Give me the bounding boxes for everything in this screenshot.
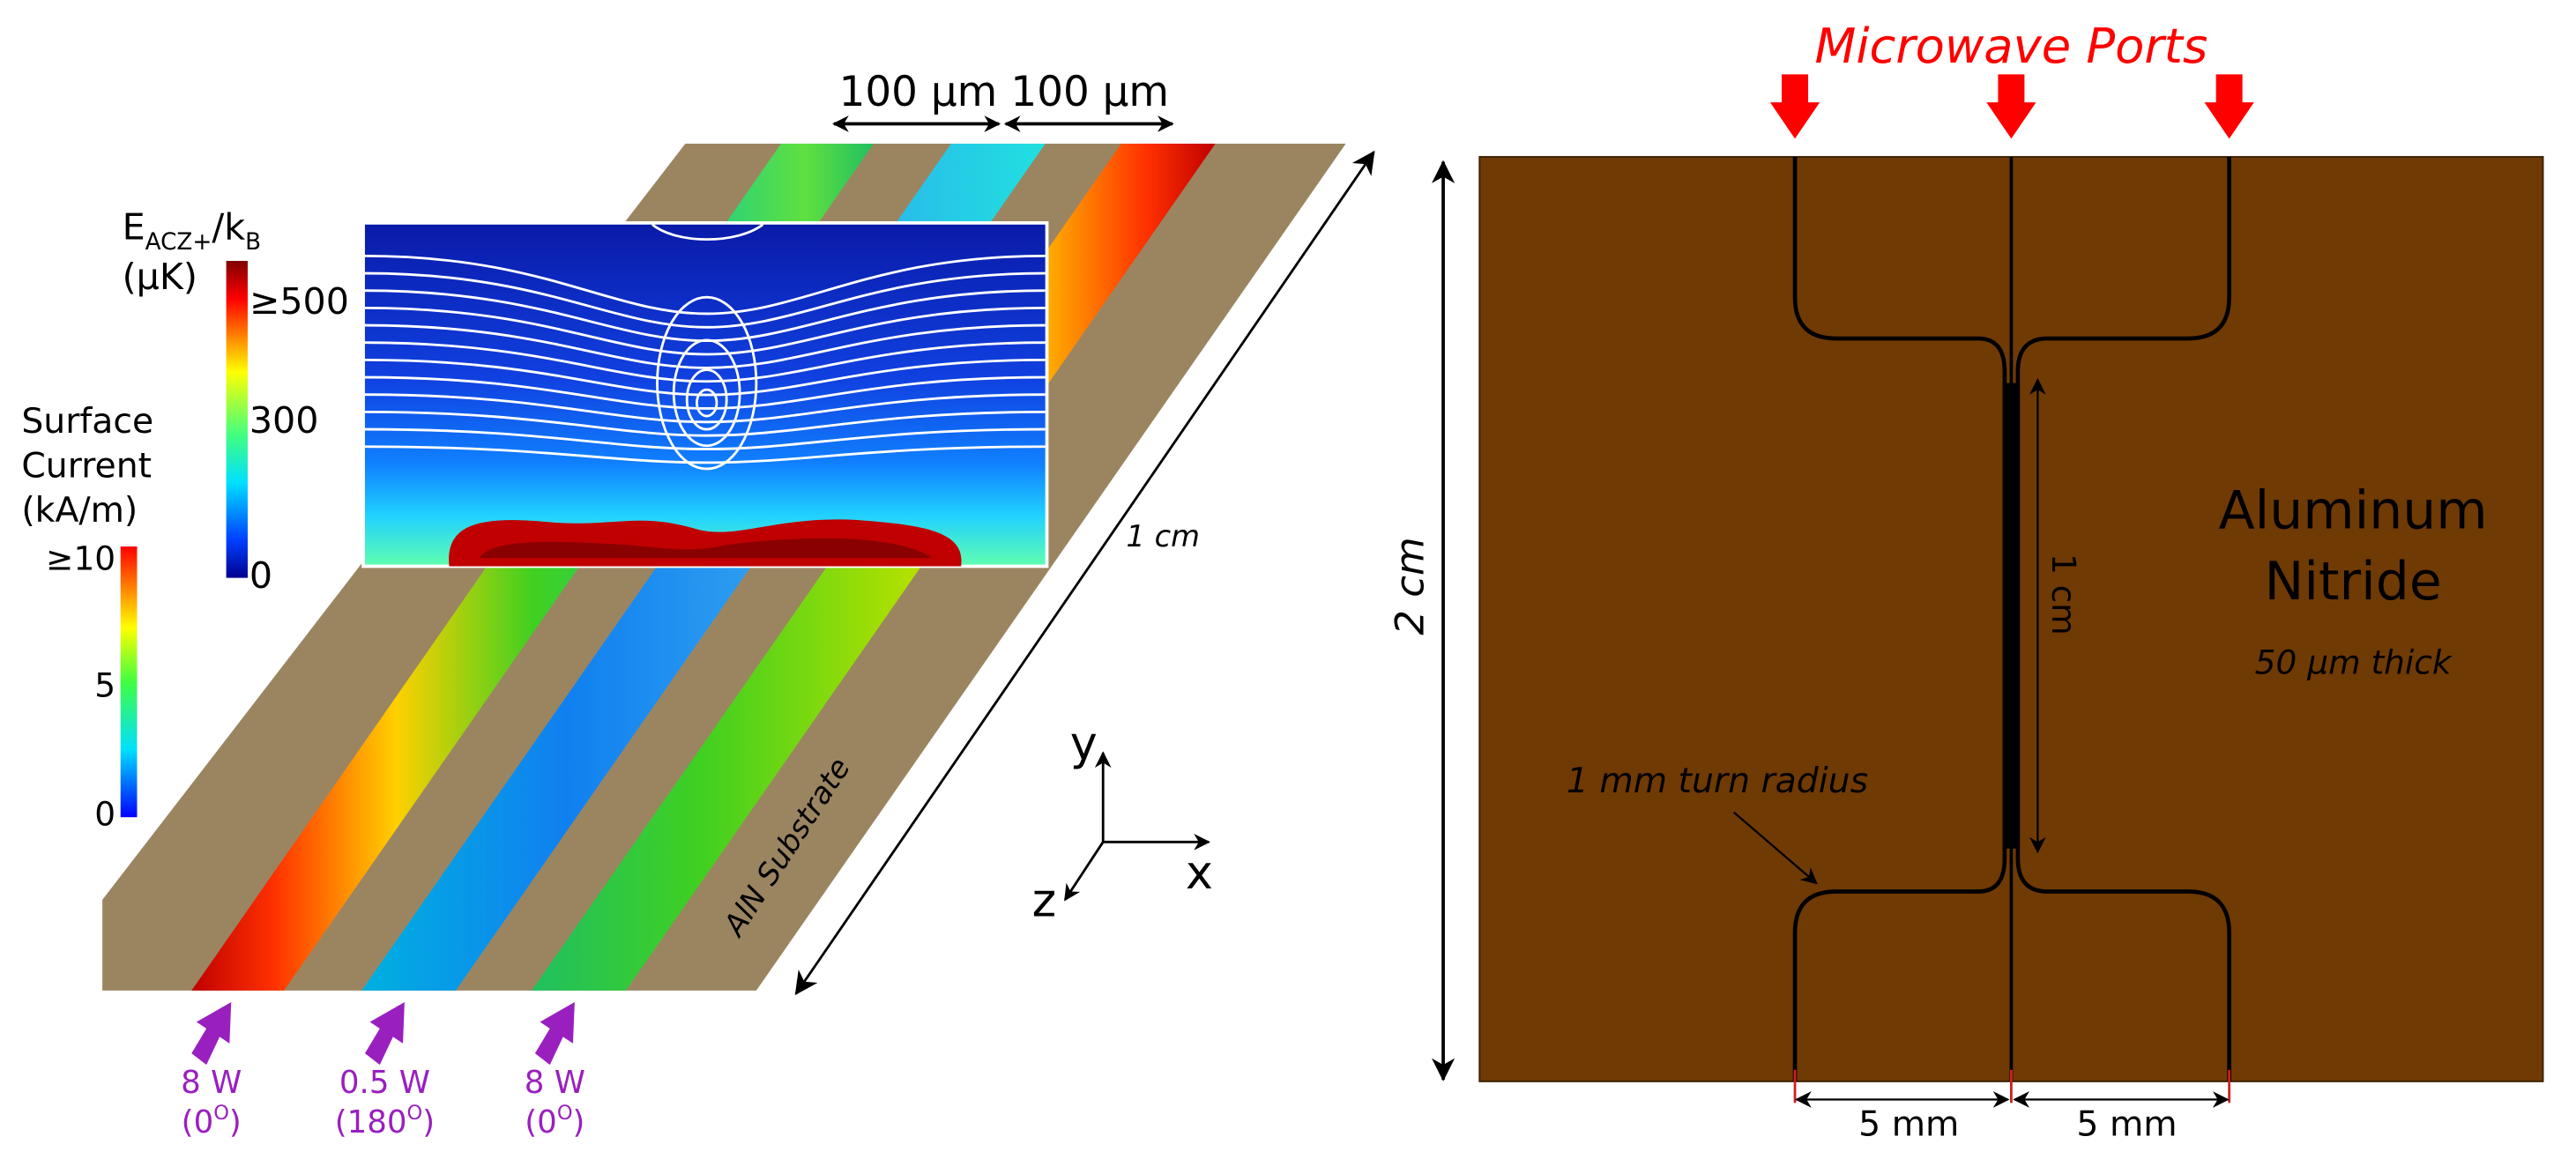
port-arrow bbox=[2204, 74, 2254, 139]
trace-bundle bbox=[2003, 383, 2020, 849]
phase-close: ) bbox=[422, 1104, 435, 1140]
colorbar-tick: 300 bbox=[249, 399, 319, 442]
port-phase: (0O) bbox=[182, 1102, 242, 1140]
pointer-arrow bbox=[1732, 811, 1818, 885]
axis-label: y bbox=[1070, 717, 1098, 771]
colorbar-tick: 5 bbox=[94, 665, 115, 704]
phase-value: (180 bbox=[335, 1104, 407, 1140]
port-arrow bbox=[191, 1002, 232, 1066]
material-label: Aluminum bbox=[2219, 479, 2488, 541]
port-arrow bbox=[1986, 74, 2036, 139]
contour bbox=[696, 388, 718, 418]
port-power: 8 W bbox=[181, 1065, 242, 1101]
phase-superscript: O bbox=[213, 1102, 229, 1125]
port-arrow bbox=[534, 1002, 575, 1066]
colorbar-title: (kA/m) bbox=[21, 490, 138, 531]
spacing-label: 100 µm bbox=[1010, 69, 1169, 116]
title: Microwave Ports bbox=[1815, 19, 2208, 74]
axis-arrow bbox=[1063, 841, 1105, 902]
length-label: 1 cm bbox=[1126, 519, 1200, 553]
phase-value: (0 bbox=[182, 1104, 214, 1140]
spacing-label: 5 mm bbox=[2076, 1104, 2177, 1145]
colorbar-title: Current bbox=[21, 445, 152, 486]
spacing-label: 100 µm bbox=[839, 69, 998, 116]
colorbar-title: Surface bbox=[21, 401, 153, 442]
left-panel: 100 µm 100 µm EACZ+/kB (µK) ≥500 300 0 S… bbox=[21, 69, 1375, 1140]
port-phase: (180O) bbox=[335, 1102, 435, 1140]
dimension-arrow bbox=[794, 150, 1375, 996]
colorbar bbox=[120, 546, 138, 818]
right-panel: Microwave Ports 2 cm 1 cm Aluminum Nitri… bbox=[1387, 19, 2544, 1145]
colorbar-tick: 0 bbox=[94, 795, 115, 834]
symbol: /k bbox=[212, 206, 245, 249]
colorbar-tick: ≥500 bbox=[249, 280, 349, 323]
port-power: 0.5 W bbox=[339, 1065, 430, 1101]
contours bbox=[364, 223, 1046, 471]
axis-label: z bbox=[1032, 874, 1057, 928]
symbol: E bbox=[123, 206, 145, 249]
colorbar-unit: (µK) bbox=[123, 256, 197, 298]
length-label: 1 cm bbox=[2044, 553, 2083, 635]
contour bbox=[656, 295, 758, 471]
port-phase: (0O) bbox=[525, 1102, 584, 1140]
turn-label: 1 mm turn radius bbox=[1567, 761, 1868, 801]
port-power: 8 W bbox=[525, 1065, 585, 1101]
colorbar bbox=[226, 260, 248, 578]
colorbar-tick: ≥10 bbox=[46, 539, 115, 577]
contour bbox=[651, 223, 764, 241]
material-label: Nitride bbox=[2265, 551, 2442, 613]
port-arrow bbox=[1769, 74, 1820, 139]
height-label: 2 cm bbox=[1387, 537, 1433, 635]
spacing-label: 5 mm bbox=[1858, 1104, 1959, 1145]
axis-label: x bbox=[1186, 846, 1213, 900]
thickness-label: 50 µm thick bbox=[2255, 643, 2453, 681]
colorbar-title: EACZ+/kB bbox=[123, 206, 261, 256]
port-arrow bbox=[364, 1002, 405, 1066]
phase-superscript: O bbox=[557, 1102, 573, 1125]
phase-close: ) bbox=[573, 1104, 585, 1140]
phase-close: ) bbox=[229, 1104, 242, 1140]
contour bbox=[685, 368, 728, 431]
subscript: B bbox=[245, 229, 261, 256]
phase-superscript: O bbox=[407, 1102, 423, 1125]
colorbar-tick: 0 bbox=[249, 554, 272, 597]
phase-value: (0 bbox=[525, 1104, 557, 1140]
contour bbox=[672, 338, 741, 448]
ports: 8 W(0O)0.5 W(180O)8 W(0O) bbox=[181, 1002, 585, 1140]
subscript: ACZ+ bbox=[145, 229, 212, 256]
field-inset bbox=[361, 221, 1049, 568]
port-arrows bbox=[1769, 74, 2254, 139]
